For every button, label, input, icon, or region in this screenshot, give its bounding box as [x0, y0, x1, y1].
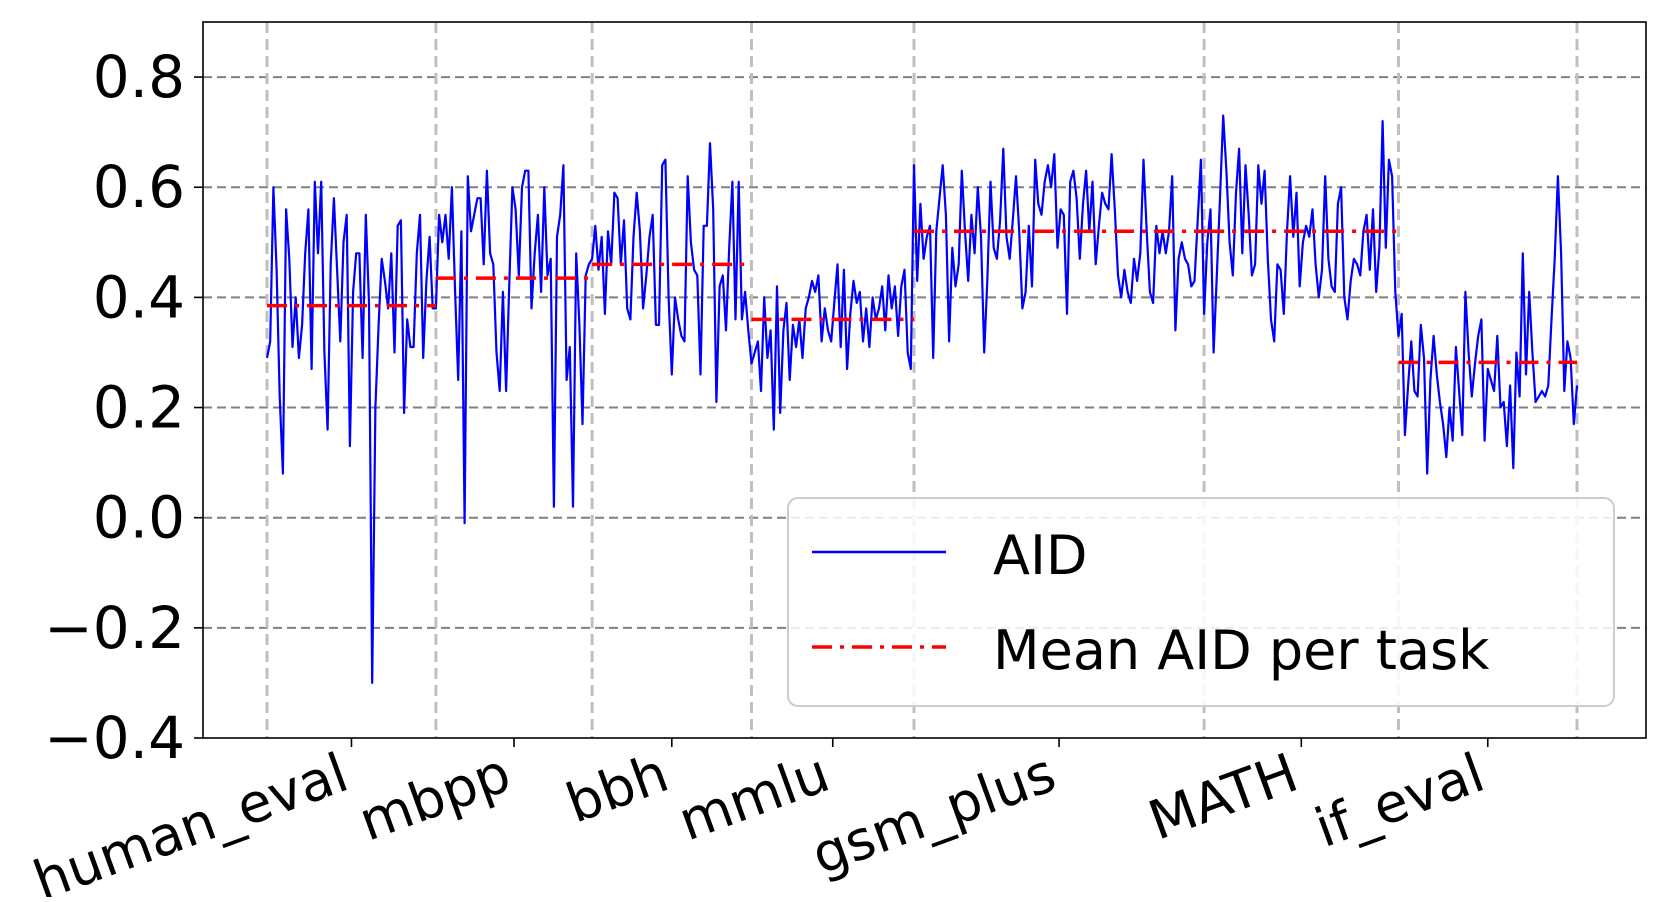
legend-box [787, 497, 1615, 707]
legend-mean-label: Mean AID per task [993, 619, 1490, 682]
legend: AID Mean AID per task [787, 497, 1615, 707]
y-axis: −0.4 −0.2 0.0 0.2 0.4 0.6 0.8 [44, 43, 203, 772]
plot-frame [202, 21, 1647, 739]
y-tick-label: 0.8 [93, 43, 185, 111]
y-tick-label: 0.0 [93, 484, 185, 552]
y-tick-label: 0.6 [93, 153, 185, 221]
y-tick-label: 0.4 [93, 263, 185, 331]
y-tick-label: 0.2 [93, 374, 185, 442]
y-tick-label: −0.2 [44, 594, 185, 662]
y-tick-label: −0.4 [44, 704, 185, 772]
series-layer [265, 114, 1579, 684]
legend-aid-label: AID [993, 524, 1087, 587]
